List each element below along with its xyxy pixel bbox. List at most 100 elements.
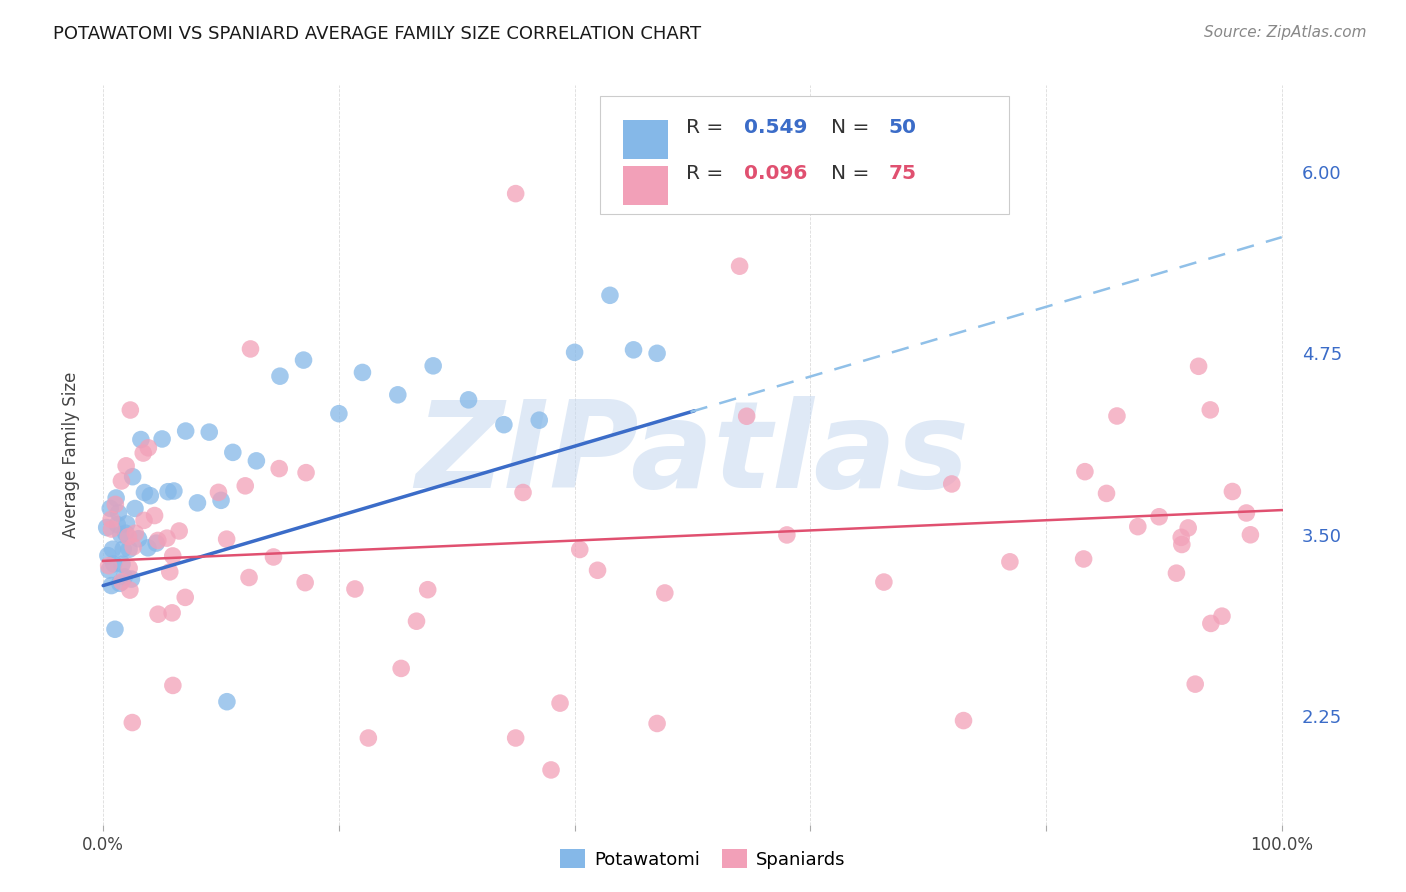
Point bbox=[105, 491, 128, 505]
Point bbox=[1199, 616, 1222, 631]
Point bbox=[115, 516, 138, 531]
Point bbox=[263, 549, 285, 564]
Point bbox=[1166, 566, 1188, 581]
Point bbox=[110, 474, 132, 488]
Point bbox=[1234, 506, 1257, 520]
Point bbox=[389, 661, 412, 675]
Text: Source: ZipAtlas.com: Source: ZipAtlas.com bbox=[1204, 25, 1367, 40]
Point bbox=[564, 345, 586, 359]
Point bbox=[292, 353, 315, 368]
Point bbox=[120, 403, 142, 417]
Point bbox=[1184, 677, 1206, 691]
Point bbox=[654, 586, 676, 600]
Point bbox=[101, 542, 124, 557]
Point bbox=[97, 558, 120, 573]
Point bbox=[134, 485, 156, 500]
Point bbox=[645, 346, 668, 360]
Point bbox=[245, 454, 267, 468]
Point bbox=[174, 424, 197, 438]
Point bbox=[139, 489, 162, 503]
Text: 50: 50 bbox=[889, 118, 917, 137]
Point bbox=[103, 557, 125, 571]
Point bbox=[143, 508, 166, 523]
Point bbox=[1211, 609, 1233, 624]
Point bbox=[873, 575, 896, 590]
Point bbox=[118, 542, 141, 557]
Point bbox=[343, 582, 366, 596]
Point bbox=[156, 531, 179, 545]
Point bbox=[146, 533, 169, 548]
Point bbox=[122, 540, 145, 554]
Point bbox=[586, 563, 609, 577]
Point bbox=[1187, 359, 1209, 374]
Point bbox=[215, 532, 238, 546]
Text: 0.096: 0.096 bbox=[744, 164, 807, 183]
Text: POTAWATOMI VS SPANIARD AVERAGE FAMILY SIZE CORRELATION CHART: POTAWATOMI VS SPANIARD AVERAGE FAMILY SI… bbox=[53, 25, 702, 43]
Point bbox=[121, 715, 143, 730]
Point bbox=[328, 407, 350, 421]
Point bbox=[548, 696, 571, 710]
Text: ZIPatlas: ZIPatlas bbox=[415, 396, 970, 514]
Point bbox=[136, 541, 159, 555]
Point bbox=[1199, 403, 1222, 417]
Point bbox=[108, 576, 131, 591]
Text: N =: N = bbox=[831, 118, 876, 137]
Point bbox=[529, 413, 551, 427]
FancyBboxPatch shape bbox=[623, 120, 668, 159]
Point bbox=[952, 714, 974, 728]
Point bbox=[100, 512, 122, 526]
Point bbox=[1095, 486, 1118, 500]
Point bbox=[492, 417, 515, 432]
Point bbox=[118, 583, 141, 598]
Point bbox=[357, 731, 380, 745]
Point bbox=[352, 366, 374, 380]
Text: 0.549: 0.549 bbox=[744, 118, 807, 137]
Point bbox=[132, 513, 155, 527]
Point bbox=[1074, 465, 1097, 479]
Point bbox=[138, 441, 160, 455]
Point bbox=[110, 527, 132, 541]
Point bbox=[405, 614, 427, 628]
Text: R =: R = bbox=[686, 118, 730, 137]
Point bbox=[505, 186, 527, 201]
Point bbox=[387, 388, 409, 402]
Point bbox=[186, 496, 208, 510]
Point bbox=[623, 343, 645, 357]
Point bbox=[1177, 521, 1199, 535]
Point bbox=[100, 578, 122, 592]
Point bbox=[112, 570, 135, 584]
Point bbox=[124, 526, 146, 541]
Point bbox=[416, 582, 439, 597]
Text: R =: R = bbox=[686, 164, 730, 183]
Point bbox=[207, 485, 229, 500]
Point bbox=[295, 466, 318, 480]
Point bbox=[998, 555, 1021, 569]
Point bbox=[98, 563, 121, 577]
Point bbox=[1171, 537, 1194, 551]
Point bbox=[238, 570, 260, 584]
Point bbox=[215, 695, 238, 709]
Point bbox=[117, 530, 139, 544]
Point bbox=[124, 501, 146, 516]
Point bbox=[198, 425, 221, 439]
Point bbox=[112, 542, 135, 557]
Legend: Potawatomi, Spaniards: Potawatomi, Spaniards bbox=[553, 841, 853, 876]
Point bbox=[98, 501, 121, 516]
Point bbox=[540, 763, 562, 777]
Point bbox=[735, 409, 758, 424]
Point bbox=[233, 479, 256, 493]
Point bbox=[941, 477, 963, 491]
Point bbox=[645, 716, 668, 731]
Point bbox=[174, 591, 197, 605]
Point bbox=[1222, 484, 1244, 499]
Point bbox=[162, 678, 184, 692]
Point bbox=[111, 557, 134, 571]
Point bbox=[146, 607, 169, 622]
Point bbox=[96, 520, 118, 534]
Point bbox=[599, 288, 621, 302]
Text: 75: 75 bbox=[889, 164, 917, 183]
Point bbox=[114, 526, 136, 541]
Point bbox=[115, 458, 138, 473]
Point bbox=[132, 446, 155, 460]
Y-axis label: Average Family Size: Average Family Size bbox=[62, 372, 80, 538]
